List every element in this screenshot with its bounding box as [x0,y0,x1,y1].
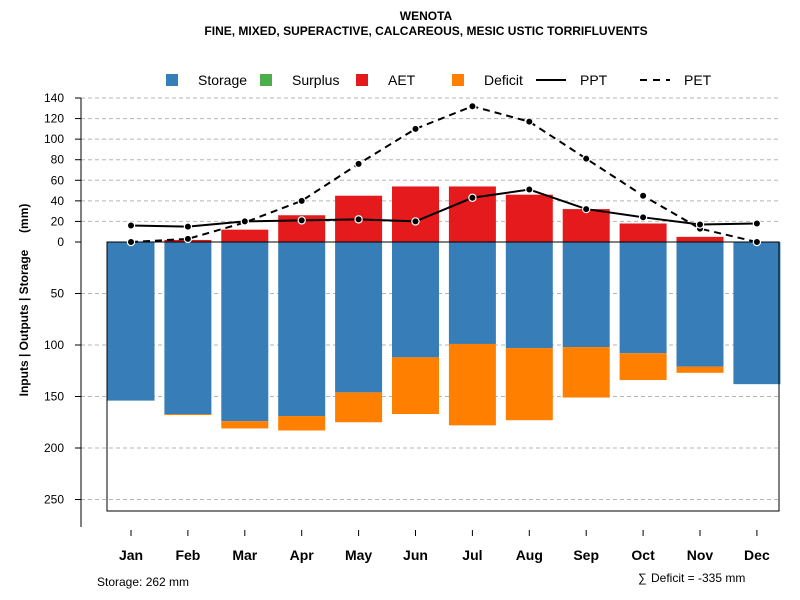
x-tick-label-apr: Apr [290,547,315,563]
x-tick-label-aug: Aug [516,547,543,563]
legend: Storage Surplus AET Deficit PPT PET [166,72,712,88]
pet-point [638,191,648,200]
deficit-total: Deficit = -335 mm [651,571,745,585]
x-tick-label-dec: Dec [744,547,770,563]
lower-plot-frame [106,241,780,512]
bar-deficit-jun [392,357,439,415]
bar-storage-jan [107,242,155,401]
legend-swatch-deficit [452,74,464,86]
legend-swatch-surplus [260,74,272,86]
legend-label-pet: PET [684,72,712,88]
bar-aet-sep [562,209,610,242]
bar-storage-dec [733,242,781,385]
bars [107,186,781,431]
bar-storage-nov [676,242,724,367]
deficit-sum-symbol: ∑ [638,571,647,585]
x-tick-label-may: May [345,547,372,563]
x-tick-label-mar: Mar [232,547,257,563]
pet-line [130,105,758,243]
storage-total: Storage: 262 mm [97,575,189,589]
ppt-point [695,220,705,229]
ppt-point [638,213,648,222]
legend-label-aet: AET [388,72,416,88]
chart-subtitle: FINE, MIXED, SUPERACTIVE, CALCAREOUS, ME… [204,24,647,38]
x-tick-label-feb: Feb [175,547,200,563]
y-tick-label: 200 [44,441,64,455]
pet-point [582,154,591,163]
ppt-point [411,217,420,226]
ppt-point [126,221,136,230]
ppt-point [183,222,193,231]
bar-aet-oct [619,223,667,242]
ppt-point [240,217,249,226]
y-tick-label: 140 [44,91,64,105]
legend-label-ppt: PPT [580,72,608,88]
pet-point [354,159,363,169]
pet-point [297,196,306,206]
bar-deficit-jul [448,343,496,426]
legend-label-deficit: Deficit [484,72,523,88]
y-tick-label: 80 [51,153,65,167]
bar-deficit-may [335,392,383,423]
pet-point [126,237,136,247]
ppt-point [525,185,534,194]
legend-swatch-aet [356,74,368,86]
chart-title: WENOTA [400,9,453,23]
bar-deficit-nov [676,366,724,373]
ppt-point [354,215,363,224]
bar-deficit-oct [619,353,667,381]
bar-storage-sep [562,242,610,348]
pet-point [525,117,534,126]
bar-storage-jun [392,242,439,358]
legend-label-surplus: Surplus [292,72,339,88]
bar-deficit-apr [278,416,326,431]
y-tick-label: 100 [44,132,64,146]
lines [126,102,762,247]
bar-storage-apr [278,242,326,417]
bar-storage-feb [164,242,212,415]
x-ticks: Jan Feb Mar Apr May Jun Jul Aug Sep Oct Nov Dec [119,530,770,563]
bar-aet-mar [221,229,269,242]
bar-aet-aug [505,194,553,242]
x-tick-label-sep: Sep [573,547,599,563]
bar-storage-may [335,242,383,393]
ppt-point [297,216,306,225]
y-tick-label: 60 [51,173,65,187]
y-tick-label: 120 [44,112,64,126]
bar-deficit-aug [505,348,553,421]
legend-swatch-storage [166,74,178,86]
y-tick-label: 150 [44,390,64,404]
y-tick-label: 0 [57,235,64,249]
y-tick-label: 100 [44,338,64,352]
bar-deficit-mar [221,421,269,429]
ppt-line [130,188,757,228]
y-ticks: 0 20 40 60 80 100 120 140 50 100 150 200 250 [44,91,81,507]
x-tick-label-jul: Jul [462,547,482,563]
pet-point [752,237,762,247]
pet-point [468,102,477,111]
bar-aet-nov [676,236,724,242]
x-tick-label-jun: Jun [403,547,428,563]
pet-point [411,124,420,134]
bar-deficit-sep [562,347,610,398]
ppt-point [468,193,477,202]
bar-storage-jul [448,242,496,344]
y-axis-label: Inputs | Outputs | Storage (mm) [17,204,31,397]
y-tick-label: 50 [51,287,65,301]
bar-deficit-feb [164,414,212,416]
y-tick-label: 250 [44,493,64,507]
ppt-point [752,219,762,228]
bar-storage-mar [221,242,269,422]
pet-point [183,234,193,244]
y-tick-label: 40 [51,194,65,208]
y-tick-label: 20 [51,214,65,228]
bar-storage-oct [619,242,667,354]
bar-storage-aug [505,242,553,349]
ppt-point [582,204,591,214]
x-tick-label-oct: Oct [631,547,655,563]
x-tick-label-jan: Jan [119,547,143,563]
x-tick-label-nov: Nov [687,547,714,563]
legend-label-storage: Storage [198,72,247,88]
